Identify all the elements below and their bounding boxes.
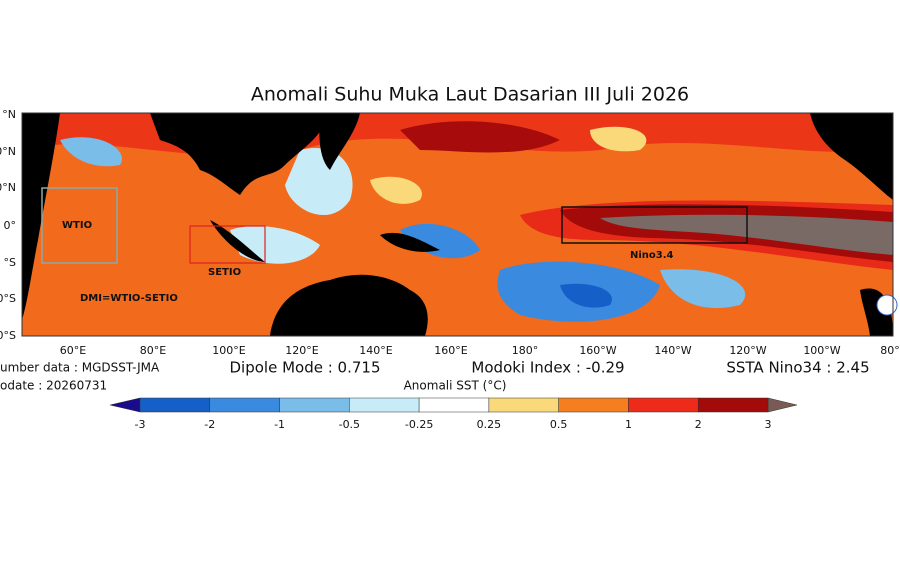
colorbar-segment bbox=[558, 397, 629, 413]
colorbar-tick: 2 bbox=[695, 418, 702, 431]
colorbar-tick: 1 bbox=[625, 418, 632, 431]
colorbar-segment bbox=[628, 397, 699, 413]
lon-label: 140°E bbox=[359, 344, 392, 357]
lon-label: 160°E bbox=[434, 344, 467, 357]
lat-label: °S bbox=[4, 256, 17, 269]
dipole-mode: Dipole Mode : 0.715 bbox=[230, 359, 381, 377]
colorbar-extend bbox=[767, 397, 798, 413]
lat-axis: °N 0°N 0°N 0° °S 0°S 0°S bbox=[0, 108, 16, 342]
colorbar-segment bbox=[488, 397, 559, 413]
nino34-index: SSTA Nino34 : 2.45 bbox=[726, 359, 869, 377]
colorbar: -3 -2 -1 -0.5 -0.25 0.25 0.5 1 2 3 bbox=[109, 397, 798, 431]
lat-label: 0°S bbox=[0, 292, 16, 305]
lat-label: °N bbox=[2, 108, 16, 121]
lon-label: 80° bbox=[880, 344, 900, 357]
lon-label: 80°E bbox=[140, 344, 166, 357]
modoki-index: Modoki Index : -0.29 bbox=[471, 359, 624, 377]
colorbar-tick: -2 bbox=[204, 418, 215, 431]
lon-label: 160°W bbox=[579, 344, 616, 357]
lat-label: 0°N bbox=[0, 145, 16, 158]
lat-label: 0°S bbox=[0, 329, 16, 342]
update: odate : 20260731 bbox=[0, 379, 107, 393]
colorbar-tick: 0.5 bbox=[550, 418, 568, 431]
colorbar-tick: -3 bbox=[135, 418, 146, 431]
title: Anomali Suhu Muka Laut Dasarian III Juli… bbox=[251, 84, 689, 106]
source: umber data : MGDSST-JMA bbox=[0, 361, 160, 375]
wtio-box bbox=[41, 187, 118, 264]
lat-label: 0° bbox=[4, 219, 17, 232]
colorbar-tick: -0.25 bbox=[405, 418, 433, 431]
lat-label: 0°N bbox=[0, 181, 16, 194]
map-frame bbox=[21, 112, 894, 337]
setio-box bbox=[189, 225, 266, 264]
colorbar-segment bbox=[279, 397, 350, 413]
colorbar-segment bbox=[209, 397, 280, 413]
nino34-box bbox=[561, 206, 748, 244]
logo bbox=[876, 294, 898, 316]
colorbar-tick: 3 bbox=[765, 418, 772, 431]
region-label: SETIO bbox=[208, 267, 241, 278]
colorbar-segment bbox=[349, 397, 420, 413]
colorbar-tick: 0.25 bbox=[477, 418, 502, 431]
colorbar-extend bbox=[109, 397, 141, 413]
colorbar-tick: -0.5 bbox=[339, 418, 360, 431]
lon-label: 100°W bbox=[803, 344, 840, 357]
lon-label: 60°E bbox=[60, 344, 86, 357]
colorbar-label: Anomali SST (°C) bbox=[404, 379, 507, 393]
colorbar-segment bbox=[139, 397, 211, 413]
lon-label: 120°W bbox=[729, 344, 766, 357]
lon-label: 140°W bbox=[654, 344, 691, 357]
region-label: DMI=WTIO-SETIO bbox=[80, 293, 178, 304]
lon-label: 180° bbox=[512, 344, 539, 357]
region-label: WTIO bbox=[62, 220, 92, 231]
lon-label: 120°E bbox=[285, 344, 318, 357]
lon-axis: 60°E 80°E 100°E 120°E 140°E 160°E 180° 160°W 140… bbox=[60, 344, 900, 357]
colorbar-tick: -1 bbox=[274, 418, 285, 431]
colorbar-segment bbox=[697, 397, 769, 413]
lon-label: 100°E bbox=[212, 344, 245, 357]
region-label: Nino3.4 bbox=[630, 250, 674, 261]
colorbar-segment bbox=[418, 397, 490, 413]
sst-map bbox=[22, 113, 893, 336]
